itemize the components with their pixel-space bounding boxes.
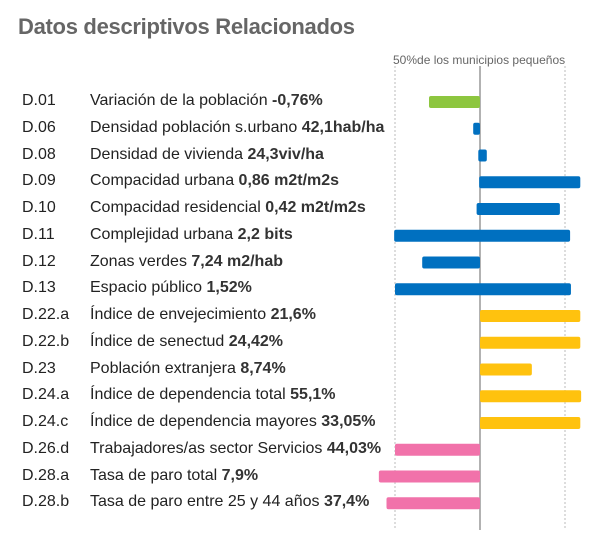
row-code: D.09 [22,172,56,190]
bar-D.11 [394,229,571,242]
indicator-value: 7,9% [221,466,259,484]
bar-D.22.a [480,310,581,322]
indicator-value: 21,6% [270,306,316,323]
row-label: Variación de la población -0,76% [90,92,323,110]
row-label: Complejidad urbana 2,2 bits [90,226,293,244]
bar-D.22.b [480,336,581,349]
indicator-value: -0,76% [272,92,323,109]
row-code: D.08 [22,145,56,163]
bar-D.06 [473,122,480,135]
bar-D.24.a [480,390,582,403]
row-code: D.24.c [22,413,69,430]
bar-D.26.d [395,443,480,456]
row-label: Densidad de vivienda 24,3viv/ha [90,146,324,164]
row-label: Tasa de paro entre 25 y 44 años 37,4% [90,493,369,511]
indicator-value: 33,05% [321,413,376,430]
row-code: D.01 [22,92,56,109]
row-label: Densidad población s.urbano 42,1hab/ha [90,119,384,137]
indicator-value: 8,74% [240,359,286,377]
indicator-name: Índice de dependencia total [90,386,291,404]
indicator-name: Tasa de paro entre 25 y 44 años [90,493,324,511]
row-code: D.11 [22,225,55,243]
row-label: Zonas verdes 7,24 m2/hab [90,253,283,271]
indicator-name: Densidad población s.urbano [90,118,302,136]
row-code: D.24.a [22,386,70,404]
bar-D.23 [480,363,532,376]
indicator-value: 0,86 m2t/m2s [238,172,340,190]
row-label: Población extranjera 8,74% [90,360,286,378]
row-label: Trabajadores/as sector Servicios 44,03% [90,440,381,458]
indicator-name: Espacio público [90,279,207,297]
indicator-name: Índice de dependencia mayores [90,413,322,430]
bar-D.13 [395,283,571,296]
row-code: D.26.d [22,439,70,457]
indicator-name: Población extranjera [90,359,241,377]
indicator-value: 55,1% [290,386,336,404]
indicator-value: 44,03% [326,439,382,457]
indicator-name: Densidad de vivienda [90,145,248,163]
row-code: D.12 [22,252,56,270]
row-label: Índice de dependencia total 55,1% [90,386,336,404]
indicator-value: 0,42 m2t/m2s [265,199,366,216]
row-code: D.22.a [22,306,70,323]
bar-D.24.c [480,417,581,429]
indicator-name: Tasa de paro total [90,466,222,484]
indicator-value: 7,24 m2/hab [191,252,283,270]
bar-D.28.b [386,497,480,510]
row-label: Índice de envejecimiento 21,6% [90,306,316,324]
bar-D.08 [478,149,487,162]
indicator-name: Complejidad urbana [90,225,238,243]
indicator-value: 37,4% [323,493,370,511]
indicator-name: Índice de envejecimiento [90,306,271,323]
row-label: Tasa de paro total 7,9% [90,467,258,485]
row-code: D.23 [22,359,56,377]
indicator-value: 24,42% [228,332,284,350]
indicator-name: Zonas verdes [90,252,192,270]
reference-label: 50%de los municipios pequeños [393,53,566,67]
row-code: D.10 [22,199,56,216]
row-label: Índice de senectud 24,42% [90,333,283,351]
row-code: D.28.a [22,466,70,484]
bar-D.09 [479,176,581,189]
indicator-name: Variación de la población [90,92,273,109]
row-label: Espacio público 1,52% [90,279,252,297]
indicator-value: 1,52% [206,279,252,297]
indicator-name: Compacidad residencial [90,199,266,216]
row-label: Compacidad residencial 0,42 m2t/m2s [90,199,366,217]
indicator-name: Índice de senectud [90,332,229,350]
bar-D.12 [422,256,480,269]
chart-title: Datos descriptivos Relacionados [18,14,355,39]
row-code: D.13 [22,279,56,297]
row-code: D.22.b [22,332,70,350]
indicator-value: 42,1hab/ha [301,118,385,136]
bar-D.01 [429,96,480,108]
indicator-name: Trabajadores/as sector Servicios [90,439,327,457]
bar-D.28.a [378,470,480,483]
indicator-value: 2,2 bits [237,225,293,243]
row-label: Índice de dependencia mayores 33,05% [90,413,376,431]
row-code: D.28.b [22,493,70,511]
indicator-name: Compacidad urbana [90,172,239,190]
indicator-value: 24,3viv/ha [247,145,324,163]
row-label: Compacidad urbana 0,86 m2t/m2s [90,172,339,190]
bar-D.10 [476,203,560,215]
row-code: D.06 [22,118,56,136]
